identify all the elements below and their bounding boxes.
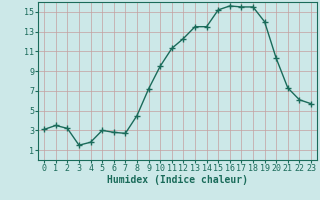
X-axis label: Humidex (Indice chaleur): Humidex (Indice chaleur) [107,175,248,185]
